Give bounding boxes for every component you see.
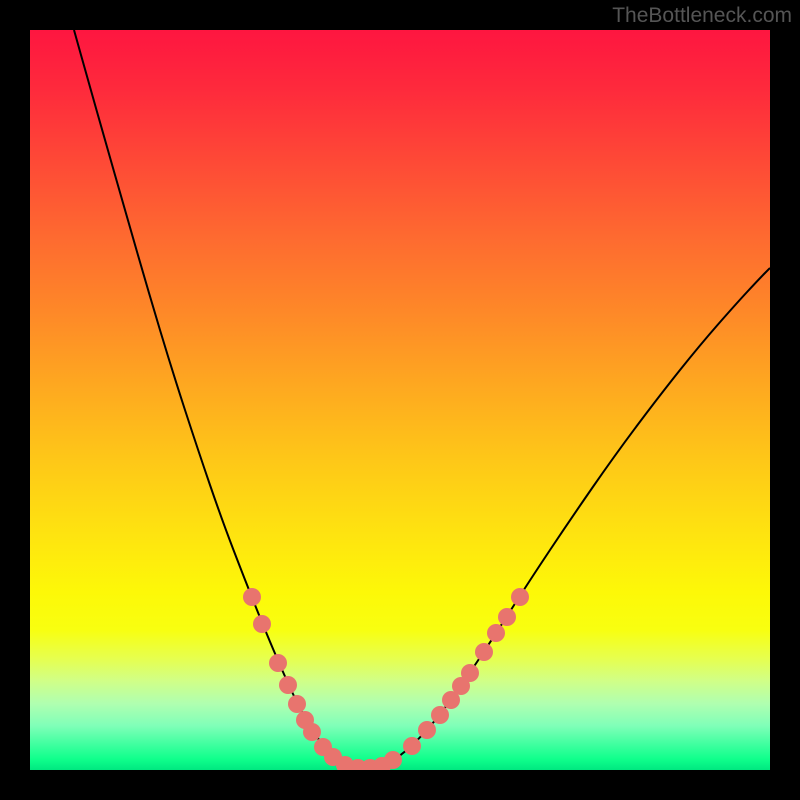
data-marker bbox=[288, 695, 306, 713]
data-marker bbox=[253, 615, 271, 633]
data-marker bbox=[475, 643, 493, 661]
data-marker bbox=[403, 737, 421, 755]
data-marker bbox=[498, 608, 516, 626]
data-marker bbox=[279, 676, 297, 694]
data-marker bbox=[418, 721, 436, 739]
data-marker bbox=[303, 723, 321, 741]
bottleneck-chart bbox=[30, 30, 770, 770]
data-marker bbox=[243, 588, 261, 606]
chart-background bbox=[30, 30, 770, 770]
data-marker bbox=[461, 664, 479, 682]
data-marker bbox=[487, 624, 505, 642]
chart-plot-area bbox=[30, 30, 770, 770]
data-marker bbox=[431, 706, 449, 724]
data-marker bbox=[384, 751, 402, 769]
data-marker bbox=[269, 654, 287, 672]
watermark-text: TheBottleneck.com bbox=[612, 4, 792, 28]
data-marker bbox=[511, 588, 529, 606]
